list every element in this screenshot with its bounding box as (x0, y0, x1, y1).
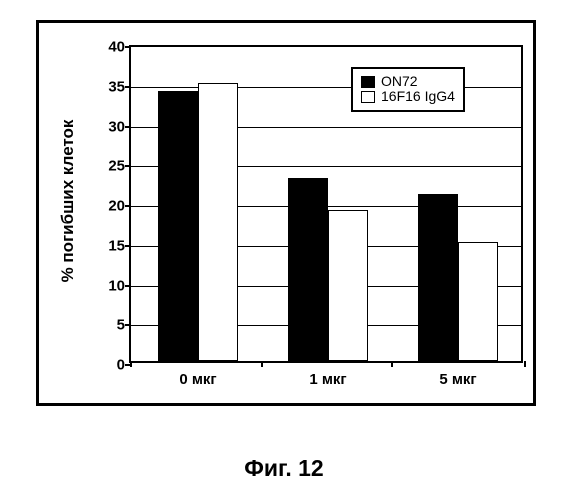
x-category-label-text: 0 мкг (179, 371, 216, 388)
bar-16f16-igg4 (328, 210, 368, 361)
bar-on72 (158, 91, 198, 361)
y-axis-title-text: % погибших клеток (58, 120, 77, 283)
bar-16f16-igg4 (458, 242, 498, 361)
y-tick-label-text: 15 (108, 237, 125, 254)
y-tick-label: 30 (108, 118, 131, 135)
x-category-label: 0 мкг (179, 361, 216, 388)
legend-item: 16F16 IgG4 (361, 89, 455, 104)
y-tick-label: 15 (108, 237, 131, 254)
figure-caption: Фиг. 12 (0, 455, 568, 482)
legend-item: ON72 (361, 74, 455, 89)
y-tick-label-text: 0 (117, 357, 125, 374)
legend-label: 16F16 IgG4 (381, 89, 455, 104)
legend-label: ON72 (381, 74, 418, 89)
chart-outer-frame: 0 5 10 15 20 25 30 35 40 0 мкг 1 мкг 5 мкг ON7216F16… (36, 20, 536, 406)
bar-on72 (418, 194, 458, 361)
y-tick-label: 35 (108, 78, 131, 95)
y-tick-label: 25 (108, 158, 131, 175)
bar-on72 (288, 178, 328, 361)
y-tick-label-text: 30 (108, 118, 125, 135)
x-category-label: 1 мкг (309, 361, 346, 388)
y-tick-label: 20 (108, 198, 131, 215)
figure-caption-text: Фиг. 12 (244, 455, 323, 481)
x-category-label-text: 1 мкг (309, 371, 346, 388)
x-tick-mark (130, 361, 132, 367)
figure-root: 0 5 10 15 20 25 30 35 40 0 мкг 1 мкг 5 мкг ON7216F16… (0, 0, 568, 500)
bar-16f16-igg4 (198, 83, 238, 361)
y-tick-label-text: 35 (108, 78, 125, 95)
x-tick-mark (261, 361, 263, 367)
legend-swatch (361, 91, 375, 103)
x-category-label-text: 5 мкг (439, 371, 476, 388)
legend: ON7216F16 IgG4 (351, 67, 465, 112)
y-axis-title: % погибших клеток (58, 120, 78, 283)
y-tick-label-text: 5 (117, 317, 125, 334)
y-tick-label: 40 (108, 39, 131, 56)
y-tick-label: 0 (117, 357, 131, 374)
plot-area: 05101520253035400 мкг1 мкг5 мкгON7216F16… (129, 45, 523, 363)
x-category-label: 5 мкг (439, 361, 476, 388)
y-tick-label: 5 (117, 317, 131, 334)
x-tick-mark (524, 361, 526, 367)
legend-swatch (361, 76, 375, 88)
y-tick-label: 10 (108, 277, 131, 294)
y-tick-label-text: 40 (108, 39, 125, 56)
y-tick-label-text: 25 (108, 158, 125, 175)
y-tick-label-text: 10 (108, 277, 125, 294)
x-tick-mark (391, 361, 393, 367)
y-tick-label-text: 20 (108, 198, 125, 215)
